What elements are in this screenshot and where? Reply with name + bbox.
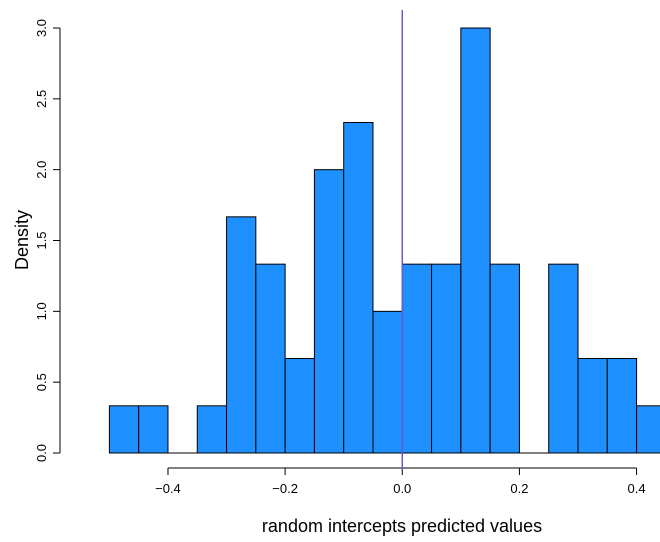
bar [431, 263, 462, 454]
bar [138, 405, 169, 454]
y-tick-label: 2.0 [34, 161, 49, 179]
y-tick-label: 0.0 [34, 444, 49, 462]
bar [313, 169, 345, 454]
x-tick-label: 0.2 [510, 481, 528, 496]
bar [636, 405, 660, 454]
bar [284, 358, 315, 454]
y-tick-label: 1.5 [34, 231, 49, 249]
y-tick-label: 0.5 [34, 373, 49, 391]
y-tick-label: 3.0 [34, 19, 49, 37]
bar [460, 27, 491, 454]
x-tick-label: −0.2 [272, 481, 298, 496]
bar [255, 263, 286, 454]
y-tick-label: 1.0 [34, 302, 49, 320]
y-tick-label: 2.5 [34, 90, 49, 108]
bar [372, 310, 403, 454]
bar [548, 263, 579, 454]
bar [606, 358, 638, 454]
bar [226, 216, 257, 454]
x-tick-label: 0.0 [393, 481, 411, 496]
x-axis-title: random intercepts predicted values [262, 516, 542, 536]
x-tick-label: 0.4 [628, 481, 646, 496]
bar [108, 405, 140, 454]
bar [196, 405, 228, 454]
bar [343, 121, 374, 454]
bar [489, 263, 520, 454]
bar [401, 263, 433, 454]
x-tick-label: −0.4 [155, 481, 181, 496]
bar [577, 358, 608, 454]
y-axis-title: Density [12, 210, 32, 270]
